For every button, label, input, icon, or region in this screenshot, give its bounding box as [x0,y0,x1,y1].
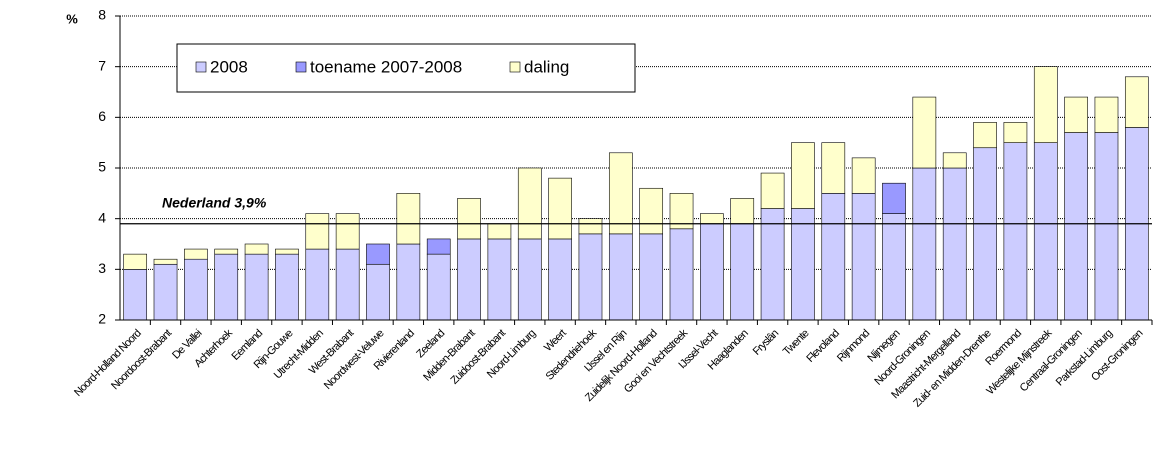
bar-segment [275,253,299,321]
x-tick-label: Fryslân [751,327,782,358]
bar-segment [487,223,512,240]
bar-segment [760,172,785,209]
bar-segment [730,223,755,321]
bar-segment [305,213,330,250]
bar-segment [366,243,390,265]
bar-segment [608,152,633,235]
legend-label: 2008 [210,57,248,76]
bar-segment [851,157,876,194]
bar-segment [1094,132,1119,321]
y-tick-label: 2 [98,311,106,327]
bar-segment [639,233,664,321]
bar-segment [1064,132,1088,321]
bar-segment [730,198,755,225]
bar-segment [335,248,360,321]
bar-segment [942,152,967,169]
bar-segment [517,167,542,240]
bar-segment [821,142,846,194]
legend-swatch [195,61,207,73]
bar-segment [639,187,664,235]
bar-segment [1064,96,1088,133]
bar-segment [487,238,512,321]
y-tick-label: 8 [98,7,106,23]
bar-segment [669,193,694,230]
bar-segment [791,142,815,209]
y-tick-label: 7 [98,57,106,73]
bar-segment [305,248,330,321]
bar-segment [123,269,148,321]
bar-segment [973,122,997,149]
bar-segment [851,193,876,321]
bar-segment [882,213,906,321]
bar-segment [791,208,815,321]
bar-segment [821,193,846,321]
legend-swatch [509,61,521,73]
bar-segment [1033,142,1058,321]
bar-segment [942,167,967,321]
x-tick-label: Rijnmond [835,327,872,364]
bar-segment [578,218,603,235]
bar-segment [244,243,269,255]
bar-segment [426,238,451,255]
bar-segment [548,238,572,321]
bar-segment [123,253,148,270]
y-tick-label: 3 [98,260,106,276]
legend-label: toename 2007-2008 [310,57,462,76]
bar-segment [1033,66,1058,143]
bar-segment [214,253,239,321]
bar-segment [275,248,299,255]
y-tick-label: 4 [98,209,106,225]
bar-segment [457,198,481,240]
bar-segment [517,238,542,321]
bar-segment [669,228,694,321]
bar-segment [184,248,208,260]
reference-label: Nederland 3,9% [162,194,267,210]
bar-segment [760,208,785,321]
bar-segment [184,258,208,321]
bar-segment [335,213,360,250]
y-tick-label: 6 [98,108,106,124]
x-tick-label: Flevoland [804,327,842,365]
y-tick-label: 5 [98,159,106,175]
bar-segment [882,182,906,214]
bar-segment [426,253,451,321]
y-axis-label: % [66,11,78,26]
bar-segment [1094,96,1119,133]
bar-segment [1124,76,1149,128]
bar-segment [153,258,178,265]
legend-box [176,43,636,93]
bar-segment [973,147,997,321]
bar-segment [457,238,481,321]
bar-segment [548,177,572,240]
bar-segment [153,263,178,321]
legend-label: daling [524,57,569,76]
bar-segment [912,96,937,169]
bar-segment [1003,122,1028,143]
bar-segment [244,253,269,321]
x-tick-label: Weert [542,327,569,354]
bar-segment [396,243,421,321]
bar-segment [578,233,603,321]
bar-segment [366,263,390,321]
bar-segment [214,248,239,255]
bar-segment [700,223,724,321]
legend-swatch [295,61,307,73]
bar-segment [608,233,633,321]
bar-segment [396,193,421,245]
bar-segment [912,167,937,321]
bar-segment [1003,142,1028,321]
bar-segment [700,213,724,225]
